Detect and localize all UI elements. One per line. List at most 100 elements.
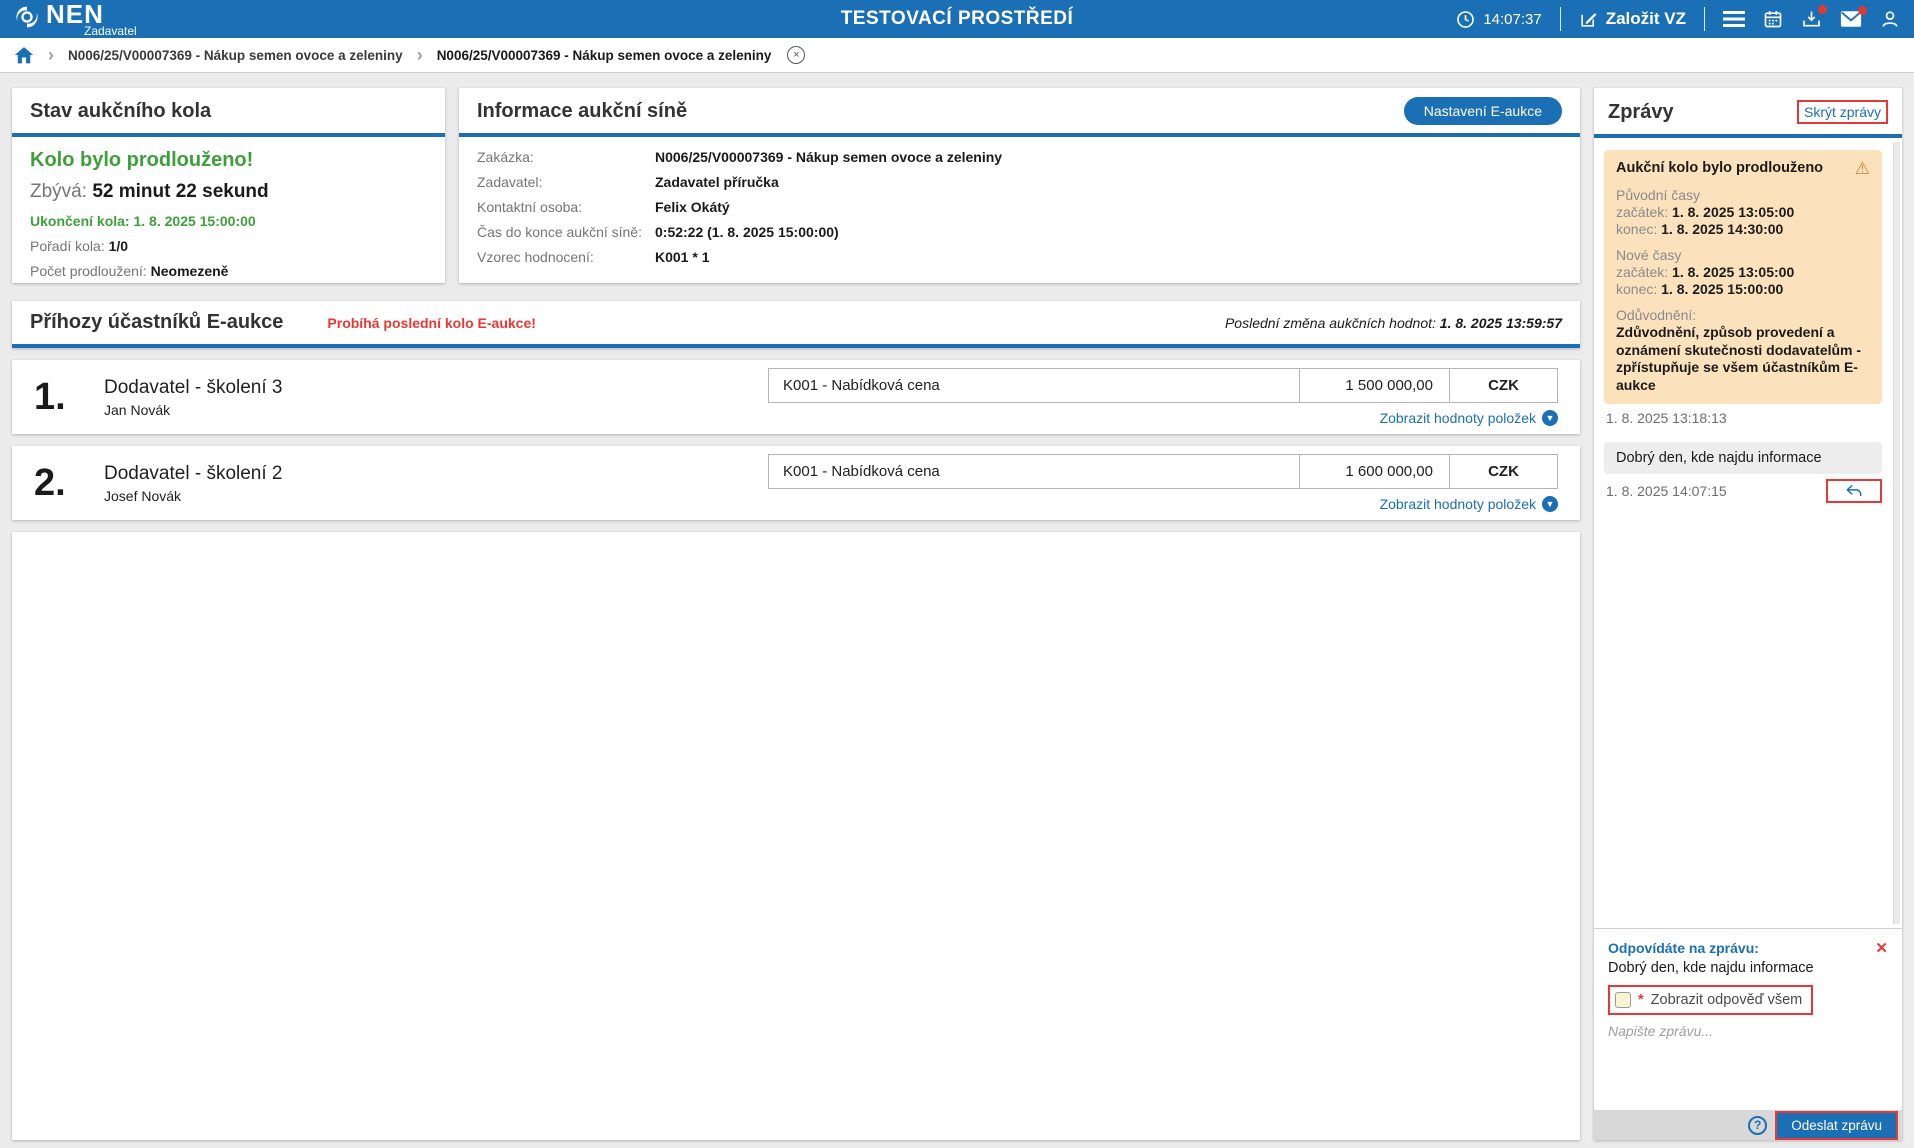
menu-button[interactable] — [1723, 10, 1745, 28]
end-label: konec: — [1616, 221, 1658, 237]
notice-timestamp: 1. 8. 2025 13:18:13 — [1606, 410, 1727, 426]
help-icon[interactable]: ? — [1748, 1115, 1768, 1135]
mail-button[interactable] — [1840, 6, 1867, 28]
header-separator — [1559, 7, 1561, 31]
show-to-all-checkbox[interactable] — [1615, 992, 1631, 1008]
bid-row-2: 2. Dodavatel - školení 2 Josef Novák K00… — [12, 446, 1580, 520]
new-start: začátek: 1. 8. 2025 13:05:00 — [1616, 264, 1870, 280]
round-order-value: 1/0 — [108, 238, 129, 254]
cancel-reply-icon[interactable]: ✕ — [1875, 940, 1888, 957]
eauction-settings-button[interactable]: Nastavení E-aukce — [1403, 97, 1562, 125]
messages-scrollbar[interactable] — [1893, 142, 1900, 924]
last-change-info: Poslední změna aukčních hodnot: 1. 8. 20… — [1225, 315, 1562, 331]
messages-panel: Zprávy Skrýt zprávy Aukční kolo bylo pro… — [1594, 88, 1902, 1140]
breadcrumb-item-contract[interactable]: N006/25/V00007369 - Nákup semen ovoce a … — [68, 47, 403, 63]
original-times-section: Původní časy — [1616, 187, 1701, 203]
start-label: začátek: — [1616, 264, 1669, 280]
header-separator — [1704, 7, 1705, 31]
breadcrumb-separator: › — [416, 44, 423, 65]
remaining-value: 52 minut 22 sekund — [92, 181, 269, 202]
mail-badge — [1858, 6, 1867, 15]
criterion-cell: K001 - Nabídková cena — [783, 377, 940, 394]
edit-icon — [1581, 12, 1597, 27]
reply-arrow-icon — [1846, 485, 1862, 497]
breadcrumb-item-current-tab[interactable]: N006/25/V00007369 - Nákup semen ovoce a … — [436, 47, 772, 63]
round-extended-message: Kolo bylo prodlouženo! — [30, 149, 254, 171]
system-notice-message: Aukční kolo bylo prodlouženo ⚠ Původní č… — [1604, 150, 1882, 404]
field-value: Zadavatel příručka — [655, 174, 779, 190]
brand-role: Zadavatel — [84, 24, 137, 38]
replied-message-text: Dobrý den, kde najdu informace — [1608, 960, 1814, 976]
user-icon — [1882, 11, 1898, 27]
field-label: Zadavatel: — [477, 174, 543, 190]
reply-form: Odpovídáte na zprávu: ✕ Dobrý den, kde n… — [1594, 928, 1902, 1110]
nen-logo-icon — [16, 6, 38, 28]
field-value: 0:52:22 (1. 8. 2025 15:00:00) — [655, 224, 839, 240]
calendar-button[interactable] — [1763, 9, 1783, 29]
start-label: začátek: — [1616, 204, 1669, 220]
messages-footer: ? Odeslat zprávu — [1594, 1110, 1902, 1140]
field-label: Čas do konce aukční síně: — [477, 224, 642, 240]
create-vz-button[interactable]: Založit VZ — [1579, 9, 1686, 29]
last-round-alert: Probíhá poslední kolo E-aukce! — [327, 314, 536, 331]
chevron-down-icon: ▼ — [1542, 496, 1558, 512]
field-label: Vzorec hodnocení: — [477, 249, 594, 265]
environment-title: TESTOVACÍ PROSTŘEDÍ — [840, 8, 1074, 29]
round-order-label: Pořadí kola: — [30, 238, 105, 254]
reply-button[interactable] — [1826, 479, 1882, 503]
auction-round-status-panel: Stav aukčního kola Kolo bylo prodlouženo… — [12, 88, 445, 283]
chat-message: Dobrý den, kde najdu informace — [1604, 442, 1882, 474]
bids-section-header: Příhozy účastníků E-aukce Probíhá posled… — [12, 301, 1580, 348]
message-input[interactable] — [1608, 1023, 1888, 1101]
app-header: NEN Zadavatel TESTOVACÍ PROSTŘEDÍ 14:07:… — [0, 0, 1914, 38]
show-item-values-link[interactable]: Zobrazit hodnoty položek ▼ — [768, 496, 1558, 512]
downloads-badge — [1818, 5, 1827, 14]
nen-logo[interactable]: NEN Zadavatel — [14, 1, 137, 39]
amount-cell: 1 600 000,00 — [1299, 455, 1449, 488]
mail-icon — [1840, 11, 1862, 27]
amount-cell: 1 500 000,00 — [1299, 369, 1449, 402]
user-button[interactable] — [1880, 9, 1900, 29]
show-item-values-link[interactable]: Zobrazit hodnoty položek ▼ — [768, 410, 1558, 426]
remaining-label: Zbývá: — [30, 181, 88, 202]
currency-cell: CZK — [1449, 369, 1557, 402]
bid-value-cells: K001 - Nabídková cena 1 500 000,00 CZK — [768, 368, 1558, 403]
server-time: 14:07:37 — [1456, 10, 1542, 29]
status-panel-title: Stav aukčního kola — [30, 100, 212, 122]
round-end-label: Ukončení kola: — [30, 213, 130, 229]
info-row-contracting-authority: Zadavatel: Zadavatel příručka — [477, 174, 1562, 190]
bid-rank: 2. — [34, 461, 66, 504]
original-start: začátek: 1. 8. 2025 13:05:00 — [1616, 204, 1870, 220]
original-end: konec: 1. 8. 2025 14:30:00 — [1616, 221, 1870, 237]
start-value: 1. 8. 2025 13:05:00 — [1672, 264, 1795, 280]
home-icon[interactable] — [14, 45, 34, 65]
hide-messages-link[interactable]: Skrýt zprávy — [1796, 100, 1888, 124]
show-to-all-label: Zobrazit odpověď všem — [1650, 992, 1803, 1008]
end-label: konec: — [1616, 281, 1658, 297]
round-order: Pořadí kola: 1/0 — [30, 238, 427, 254]
messages-list[interactable]: Aukční kolo bylo prodlouženo ⚠ Původní č… — [1594, 138, 1902, 928]
create-vz-label: Založit VZ — [1605, 9, 1686, 28]
required-mark: * — [1638, 992, 1644, 1008]
bid-row-1: 1. Dodavatel - školení 3 Jan Novák K001 … — [12, 360, 1580, 434]
reason-text: Zdůvodnění, způsob provedení a oznámení … — [1616, 324, 1862, 393]
hamburger-icon — [1723, 11, 1745, 27]
downloads-button[interactable] — [1801, 5, 1827, 29]
supplier-name: Dodavatel - školení 3 — [104, 376, 283, 398]
download-tray-icon — [1803, 11, 1820, 27]
extensions-label: Počet prodloužení: — [30, 263, 147, 279]
supplier-name: Dodavatel - školení 2 — [104, 462, 283, 484]
start-value: 1. 8. 2025 13:05:00 — [1672, 204, 1795, 220]
info-panel-title: Informace aukční síně — [477, 99, 688, 122]
close-tab-icon[interactable]: × — [787, 46, 806, 64]
breadcrumb-separator: › — [48, 44, 54, 65]
messages-title: Zprávy — [1608, 100, 1674, 123]
breadcrumb: › N006/25/V00007369 - Nákup semen ovoce … — [0, 38, 1914, 73]
bids-empty-area — [12, 532, 1580, 1140]
warning-icon: ⚠ — [1854, 159, 1870, 178]
server-time-value: 14:07:37 — [1483, 10, 1542, 28]
clock-icon — [1457, 10, 1475, 28]
new-end: konec: 1. 8. 2025 15:00:00 — [1616, 281, 1870, 297]
extensions-count: Počet prodloužení: Neomezeně — [30, 263, 427, 279]
send-message-button[interactable]: Odeslat zprávu — [1777, 1112, 1896, 1138]
